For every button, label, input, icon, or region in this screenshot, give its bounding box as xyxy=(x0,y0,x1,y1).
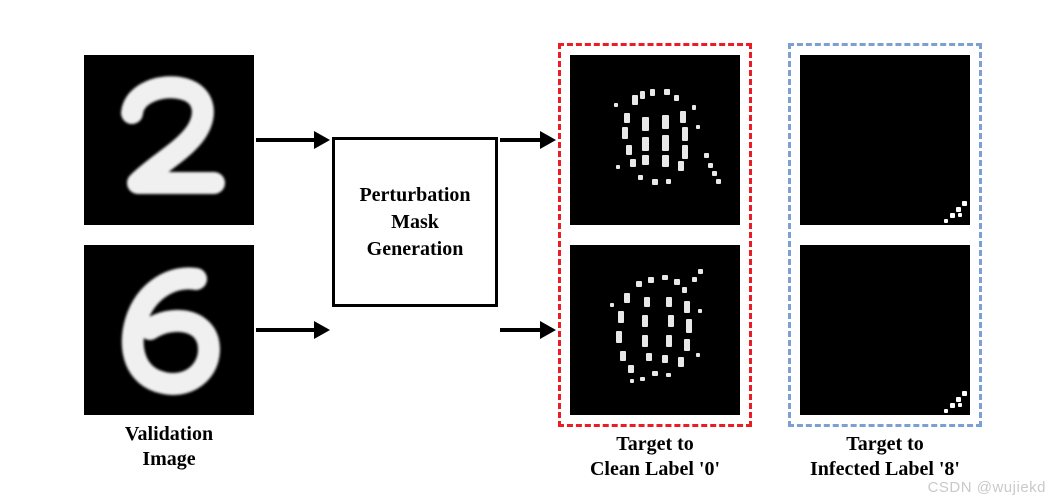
infected-label: Target toInfected Label '8' xyxy=(788,432,982,482)
perturbation-speck xyxy=(962,391,967,396)
perturbation-speck xyxy=(662,155,669,167)
perturbation-speck xyxy=(662,275,668,280)
perturbation-speck xyxy=(628,365,634,373)
perturbation-speck xyxy=(696,353,700,357)
perturbation-speck xyxy=(666,297,672,307)
validation-label-line1: ValidationImage xyxy=(125,423,213,470)
perturbation-speck xyxy=(642,335,648,347)
perturbation-speck xyxy=(692,277,697,282)
perturbation-speck xyxy=(712,171,717,176)
perturbation-mask-generation-box: PerturbationMaskGeneration xyxy=(332,137,498,307)
perturbation-speck xyxy=(958,213,962,217)
perturbation-speck xyxy=(686,319,692,333)
perturbation-speck xyxy=(620,351,626,361)
perturbation-speck xyxy=(678,161,684,171)
perturbation-speck xyxy=(614,103,618,107)
perturbation-speck xyxy=(696,125,700,129)
watermark-text: CSDN @wujiekd xyxy=(928,479,1046,496)
perturbation-speck xyxy=(666,335,672,347)
perturbation-speck xyxy=(962,201,967,206)
perturbation-speck xyxy=(956,397,961,402)
perturbation-speck xyxy=(698,269,703,274)
output-clean-top xyxy=(570,55,740,225)
perturbation-speck xyxy=(950,403,955,408)
perturbation-speck xyxy=(650,89,655,96)
perturbation-speck xyxy=(682,287,687,293)
perturbation-speck xyxy=(708,163,713,168)
perturbation-speck xyxy=(644,297,650,307)
input-image-top xyxy=(84,55,254,225)
perturbation-speck xyxy=(624,113,630,123)
perturbation-speck xyxy=(678,357,684,367)
perturbation-speck xyxy=(662,355,668,363)
perturbation-speck xyxy=(638,175,643,180)
perturbation-speck xyxy=(640,91,645,99)
digit-6-glyph xyxy=(84,245,254,415)
perturbation-speck xyxy=(956,207,961,212)
perturbation-speck xyxy=(674,279,680,285)
perturbation-speck xyxy=(622,127,628,139)
perturbation-speck xyxy=(624,293,630,303)
perturbation-speck xyxy=(684,301,690,313)
perturbation-speck xyxy=(632,95,638,105)
perturbation-speck xyxy=(666,373,671,377)
output-infected-top xyxy=(800,55,970,225)
clean-label-text: Target toClean Label '0' xyxy=(590,433,720,480)
perturbation-speck xyxy=(950,213,955,218)
diagram-canvas: ValidationImage PerturbationMaskGenerati… xyxy=(0,0,1060,502)
perturbation-speck xyxy=(674,95,679,101)
output-infected-bottom xyxy=(800,245,970,415)
perturbation-speck xyxy=(704,153,709,158)
perturbation-speck xyxy=(630,379,634,383)
perturbation-speck xyxy=(652,179,658,185)
perturbation-speck xyxy=(652,371,658,376)
perturbation-speck xyxy=(944,409,948,413)
perturbation-speck xyxy=(640,377,645,381)
perturbation-speck xyxy=(630,159,636,167)
perturbation-speck xyxy=(680,111,686,123)
perturbation-speck xyxy=(646,353,652,361)
perturbation-speck xyxy=(610,303,614,307)
digit-2-glyph xyxy=(84,55,254,225)
perturbation-speck xyxy=(692,105,696,110)
perturbation-speck xyxy=(616,165,620,169)
clean-label: Target toClean Label '0' xyxy=(558,432,752,482)
perturbation-speck xyxy=(668,315,674,327)
validation-image-label: ValidationImage xyxy=(84,422,254,472)
perturbation-speck xyxy=(666,179,671,184)
perturbation-speck xyxy=(648,277,654,283)
perturbation-speck xyxy=(626,145,632,155)
perturbation-speck xyxy=(698,309,702,313)
process-label: PerturbationMaskGeneration xyxy=(359,182,470,263)
perturbation-speck xyxy=(636,281,642,287)
perturbation-speck xyxy=(682,127,688,141)
perturbation-speck xyxy=(944,219,948,223)
perturbation-speck xyxy=(616,331,622,343)
perturbation-speck xyxy=(642,315,648,327)
perturbation-speck xyxy=(642,137,649,151)
perturbation-speck xyxy=(662,135,669,151)
perturbation-speck xyxy=(716,179,721,184)
perturbation-speck xyxy=(664,89,670,95)
perturbation-speck xyxy=(642,117,649,131)
perturbation-speck xyxy=(618,311,624,323)
perturbation-speck xyxy=(642,155,649,165)
perturbation-speck xyxy=(682,145,688,159)
perturbation-speck xyxy=(958,403,962,407)
perturbation-speck xyxy=(684,339,690,351)
input-image-bottom xyxy=(84,245,254,415)
infected-label-text: Target toInfected Label '8' xyxy=(810,433,960,480)
output-clean-bottom xyxy=(570,245,740,415)
perturbation-speck xyxy=(662,115,669,129)
